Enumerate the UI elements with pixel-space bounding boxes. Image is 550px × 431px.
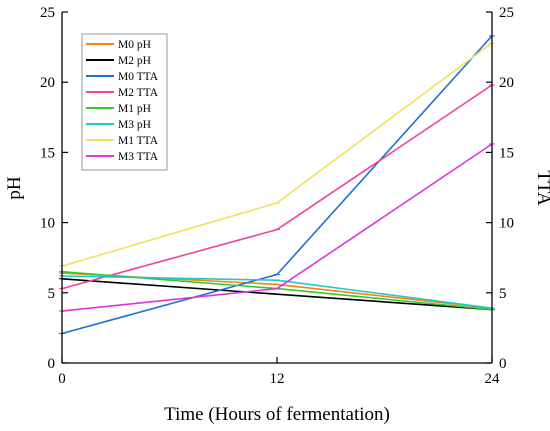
right-y-axis-title: TTA xyxy=(533,170,550,206)
legend-label-m3-tta: M3 TTA xyxy=(118,151,159,163)
x-tick-label: 12 xyxy=(270,371,285,387)
right-y-tick-label: 20 xyxy=(499,75,514,91)
left-y-tick-label: 15 xyxy=(40,145,55,161)
x-axis-title: Time (Hours of fermentation) xyxy=(164,404,390,425)
x-tick-label: 24 xyxy=(485,371,501,387)
right-y-tick-label: 5 xyxy=(499,286,507,302)
legend-label-m2-ph: M2 pH xyxy=(118,55,151,67)
legend-label-m1-tta: M1 TTA xyxy=(118,135,159,147)
left-y-tick-label: 10 xyxy=(40,216,55,232)
ticks: 0 5 10 15 20 25 0 5 10 15 20 25 0 12 24 xyxy=(40,5,514,387)
left-y-axis-title: pH xyxy=(4,176,25,200)
legend-label-m2-tta: M2 TTA xyxy=(118,87,159,99)
legend-label-m0-tta: M0 TTA xyxy=(118,71,159,83)
legend-label-m0-ph: M0 pH xyxy=(118,39,151,51)
x-tick-label: 0 xyxy=(58,371,66,387)
legend-box xyxy=(81,33,168,171)
legend-label-m1-ph: M1 pH xyxy=(118,103,151,115)
legend-label-m3-ph: M3 pH xyxy=(118,119,151,131)
legend: M0 pH M2 pH M0 TTA M2 TTA M1 pH M3 pH M1 TTA M3… xyxy=(81,33,168,171)
right-y-tick-label: 10 xyxy=(499,216,514,232)
right-y-tick-label: 25 xyxy=(499,5,514,21)
right-y-tick-label: 15 xyxy=(499,145,514,161)
left-y-tick-label: 25 xyxy=(40,5,55,21)
left-y-tick-label: 5 xyxy=(48,286,56,302)
plot-lines xyxy=(59,35,495,335)
left-y-tick-label: 0 xyxy=(48,356,56,372)
left-y-tick-label: 20 xyxy=(40,75,55,91)
right-y-tick-label: 0 xyxy=(499,356,507,372)
